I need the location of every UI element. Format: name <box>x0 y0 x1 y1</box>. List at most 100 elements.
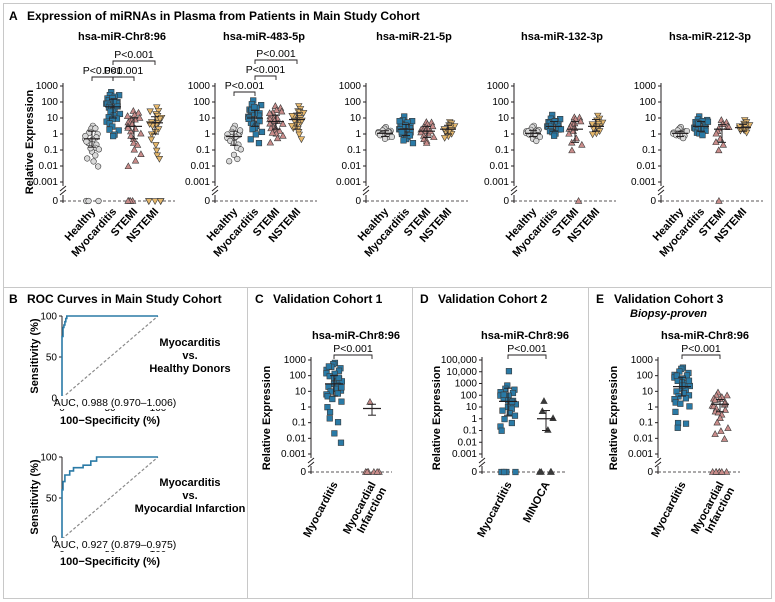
series-nstemi <box>588 112 607 139</box>
data-point <box>722 467 731 475</box>
chart-b2: 050100050100100−Specificity (%)Sensitivi… <box>29 453 246 569</box>
comparison-label-line: Myocarditis <box>159 337 220 349</box>
chart-title: hsa-miR-212-3p <box>669 31 751 43</box>
data-point <box>500 468 508 476</box>
axis-break <box>657 185 665 196</box>
y-tick-label: 0.1 <box>196 145 210 156</box>
category-label: MyocardialInfarction <box>689 480 737 542</box>
y-tick-label: 0 <box>52 196 58 207</box>
y-axis-label: Sensitivity (%) <box>29 318 41 394</box>
panel-c-title: Validation Cohort 1 <box>273 292 383 306</box>
series-myocarditis <box>103 89 124 140</box>
data-point <box>718 467 726 475</box>
data-point <box>422 139 431 146</box>
series-myocarditis <box>323 359 345 446</box>
data-point <box>131 156 140 164</box>
y-tick-label: 1 <box>650 129 656 140</box>
data-point <box>326 409 334 416</box>
data-point <box>717 116 726 123</box>
data-point <box>574 196 583 204</box>
p-value-label: P<0.001 <box>507 343 547 355</box>
data-point <box>712 391 721 399</box>
data-point <box>84 155 91 162</box>
data-point <box>686 403 693 410</box>
data-point <box>549 414 557 422</box>
series-myocarditis <box>671 364 693 431</box>
chart-a3: hsa-miR-21-5p10001001010.10.010.0010Heal… <box>336 31 468 259</box>
series-healthy <box>670 123 690 142</box>
p-value-label: P<0.001 <box>256 48 296 60</box>
data-point <box>266 138 275 146</box>
series-nstemi <box>145 104 166 206</box>
data-point <box>713 418 721 426</box>
y-tick-label: 0.1 <box>642 145 656 156</box>
p-value-label: P<0.001 <box>104 65 144 77</box>
y-tick-label: 0 <box>471 467 477 478</box>
y-tick-label: 100 <box>460 390 477 401</box>
data-point <box>735 123 744 131</box>
panel-frames <box>3 3 772 599</box>
series-nstemi <box>440 119 459 142</box>
panel-d-title: Validation Cohort 2 <box>438 292 548 306</box>
significance-bracket <box>254 59 298 64</box>
comparison-label-line: vs. <box>182 490 197 502</box>
data-point <box>712 129 720 137</box>
data-point <box>501 415 508 423</box>
data-point <box>273 134 282 142</box>
y-tick-label: 0.01 <box>39 161 59 172</box>
data-point <box>565 129 573 137</box>
data-point <box>674 424 681 431</box>
data-point <box>95 197 102 205</box>
reference-diagonal <box>61 456 159 540</box>
comparison-label-line: Myocarditis <box>159 477 220 489</box>
p-value-label: P<0.001 <box>225 80 265 92</box>
y-tick-label: 0.001 <box>336 177 361 188</box>
data-point <box>677 400 684 407</box>
y-tick-label: 0.01 <box>490 161 510 172</box>
data-point <box>130 145 139 153</box>
data-point <box>147 136 156 144</box>
chart-a2: hsa-miR-483-5p10001001010.10.010.0010Hea… <box>185 31 317 259</box>
chart-a5: hsa-miR-212-3p10001001010.10.010.0010Hea… <box>631 31 763 259</box>
data-point <box>245 115 252 122</box>
y-tick-label: 10 <box>47 113 59 124</box>
y-tick-label: 0 <box>650 196 656 207</box>
data-point <box>147 131 156 139</box>
data-point <box>568 146 576 154</box>
data-point <box>546 467 555 475</box>
axis-break <box>478 457 486 468</box>
y-tick-label: 10 <box>642 386 654 397</box>
category-label-line: Myocarditis <box>649 480 688 540</box>
y-tick-label: 1000 <box>631 355 654 366</box>
data-point <box>500 391 507 398</box>
data-point <box>537 467 545 475</box>
data-point <box>498 427 505 434</box>
data-point <box>277 107 286 115</box>
series-nstemi <box>735 117 754 137</box>
y-axis-label: Sensitivity (%) <box>29 459 41 535</box>
panel-e-letter: E <box>596 292 604 306</box>
data-point <box>268 128 277 136</box>
series-stemi <box>265 102 287 146</box>
y-tick-label: 0.01 <box>637 161 657 172</box>
y-tick-label: 1000 <box>487 81 510 92</box>
data-point <box>717 427 725 434</box>
y-tick-label: 0.01 <box>287 433 307 444</box>
chart-title: hsa-miR-483-5p <box>223 31 305 43</box>
y-tick-label: 0 <box>51 394 57 405</box>
axis-break <box>307 457 315 468</box>
p-value-label: P<0.001 <box>114 49 154 61</box>
y-tick-label: 0 <box>503 196 509 207</box>
category-label: Myocarditis <box>475 480 514 540</box>
axis-break <box>654 457 662 468</box>
y-tick-label: 1000 <box>339 81 362 92</box>
axis-break <box>211 185 219 196</box>
data-point <box>398 129 405 136</box>
data-point <box>151 198 159 206</box>
data-point <box>247 136 254 143</box>
category-label-line: Myocarditis <box>475 480 514 540</box>
y-axis-label: Relative Expression <box>431 365 443 470</box>
data-point <box>540 397 548 404</box>
significance-bracket <box>507 354 547 359</box>
